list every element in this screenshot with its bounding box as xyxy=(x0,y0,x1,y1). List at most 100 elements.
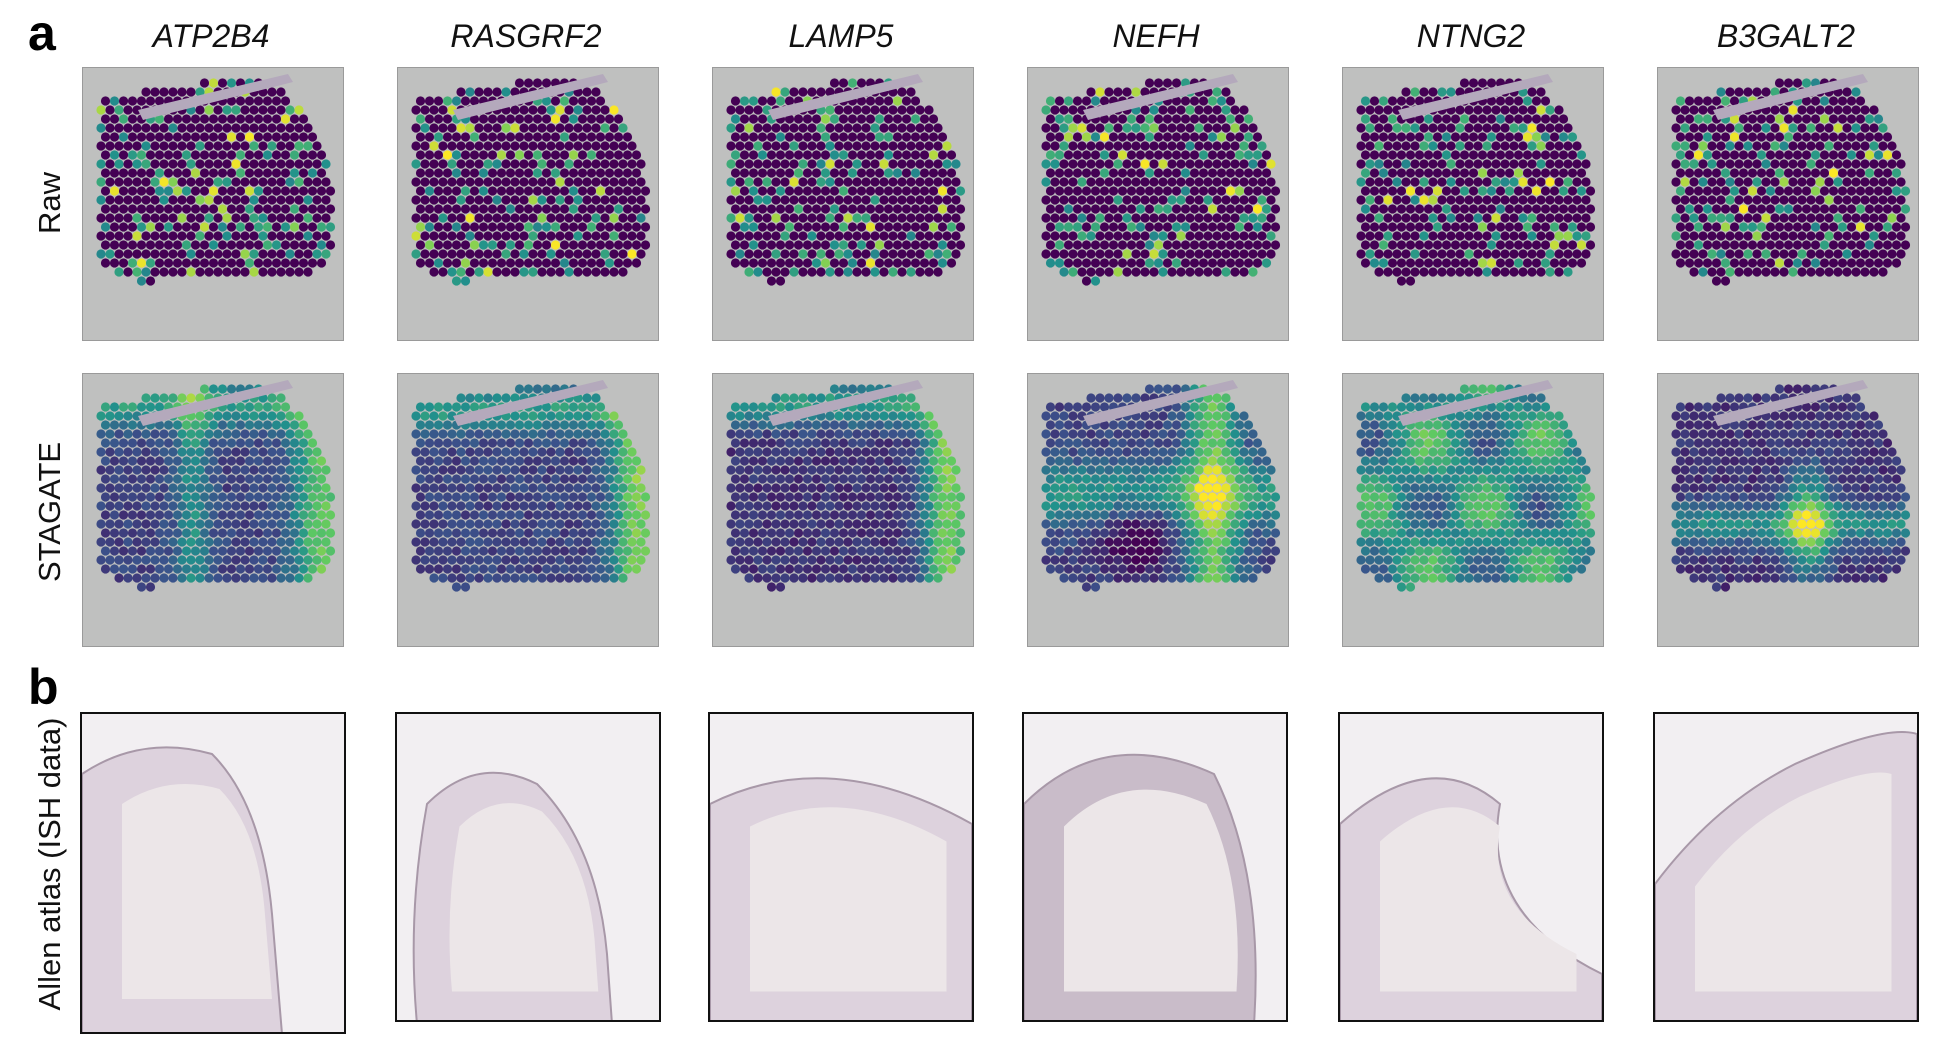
expression-spot xyxy=(1180,204,1191,214)
expression-spot xyxy=(1131,123,1141,133)
expression-spot xyxy=(1545,195,1555,205)
expression-spot xyxy=(1729,96,1740,106)
expression-spot xyxy=(906,537,916,547)
expression-spot xyxy=(285,447,295,457)
expression-spot xyxy=(267,447,277,457)
expression-spot xyxy=(757,114,768,124)
expression-spot xyxy=(1855,114,1866,124)
expression-spot xyxy=(105,465,115,475)
expression-spot xyxy=(1576,186,1587,196)
expression-spot xyxy=(753,177,763,187)
expression-spot xyxy=(186,573,196,583)
expression-spot xyxy=(820,114,831,124)
expression-spot xyxy=(834,411,844,421)
expression-spot xyxy=(235,114,246,124)
expression-spot xyxy=(1090,276,1101,286)
expression-spot xyxy=(1558,168,1569,178)
expression-spot xyxy=(181,456,192,466)
expression-spot xyxy=(1122,159,1132,169)
expression-spot xyxy=(136,186,147,196)
expression-spot xyxy=(924,537,934,547)
expression-spot xyxy=(1135,150,1146,160)
expression-spot xyxy=(285,249,295,259)
expression-spot xyxy=(528,177,538,187)
expression-spot xyxy=(1230,429,1240,439)
expression-spot xyxy=(532,528,543,538)
expression-spot xyxy=(451,258,462,268)
expression-spot xyxy=(852,501,862,511)
expression-spot xyxy=(811,528,822,538)
expression-spot xyxy=(478,186,489,196)
expression-spot xyxy=(1873,222,1884,232)
expression-spot xyxy=(825,483,835,493)
expression-spot xyxy=(150,555,160,565)
expression-spot xyxy=(843,447,853,457)
expression-spot xyxy=(1203,411,1213,421)
expression-spot xyxy=(793,456,804,466)
expression-spot xyxy=(550,240,561,250)
expression-spot xyxy=(100,546,111,556)
expression-spot xyxy=(1207,186,1218,196)
expression-spot xyxy=(222,573,232,583)
expression-spot xyxy=(928,240,939,250)
expression-spot xyxy=(1815,105,1825,115)
expression-spot xyxy=(181,474,192,484)
expression-spot xyxy=(487,150,498,160)
expression-spot xyxy=(730,528,741,538)
expression-spot xyxy=(249,159,259,169)
expression-spot xyxy=(892,564,903,574)
expression-spot xyxy=(190,204,201,214)
expression-spot xyxy=(258,231,268,241)
expression-spot xyxy=(1171,402,1182,412)
expression-spot xyxy=(1522,132,1533,142)
expression-spot xyxy=(1797,159,1807,169)
expression-spot xyxy=(829,78,840,88)
expression-spot xyxy=(1725,87,1735,97)
expression-spot xyxy=(451,510,462,520)
expression-spot xyxy=(568,168,579,178)
expression-spot xyxy=(478,510,489,520)
expression-spot xyxy=(726,429,736,439)
expression-spot xyxy=(253,564,264,574)
expression-spot xyxy=(316,528,327,538)
expression-spot xyxy=(1725,249,1735,259)
expression-spot xyxy=(109,186,120,196)
expression-spot xyxy=(730,474,741,484)
expression-spot xyxy=(766,276,777,286)
expression-spot xyxy=(1536,123,1546,133)
expression-spot xyxy=(1176,447,1186,457)
expression-spot xyxy=(1189,222,1200,232)
expression-spot xyxy=(492,159,502,169)
expression-spot xyxy=(226,546,237,556)
expression-spot xyxy=(1531,114,1542,124)
expression-spot xyxy=(865,150,876,160)
expression-spot xyxy=(892,186,903,196)
expression-spot xyxy=(595,402,606,412)
expression-spot xyxy=(1545,105,1555,115)
expression-spot xyxy=(1212,465,1222,475)
expression-spot xyxy=(199,510,210,520)
expression-spot xyxy=(825,267,835,277)
expression-spot xyxy=(838,546,849,556)
expression-spot xyxy=(163,168,174,178)
expression-spot xyxy=(1846,186,1857,196)
expression-spot xyxy=(762,231,772,241)
expression-spot xyxy=(771,213,781,223)
expression-spot xyxy=(906,555,916,565)
expression-spot xyxy=(1252,204,1263,214)
expression-spot xyxy=(766,204,777,214)
expression-spot xyxy=(168,465,178,475)
expression-spot xyxy=(1149,465,1159,475)
expression-spot xyxy=(501,141,511,151)
expression-spot xyxy=(222,501,232,511)
expression-spot xyxy=(559,150,570,160)
expression-spot xyxy=(1734,213,1744,223)
expression-spot xyxy=(1729,186,1740,196)
expression-spot xyxy=(289,222,300,232)
expression-spot xyxy=(109,474,120,484)
expression-spot xyxy=(591,105,601,115)
expression-spot xyxy=(748,186,759,196)
expression-spot xyxy=(784,546,795,556)
expression-spot xyxy=(1878,123,1888,133)
expression-spot xyxy=(177,141,187,151)
